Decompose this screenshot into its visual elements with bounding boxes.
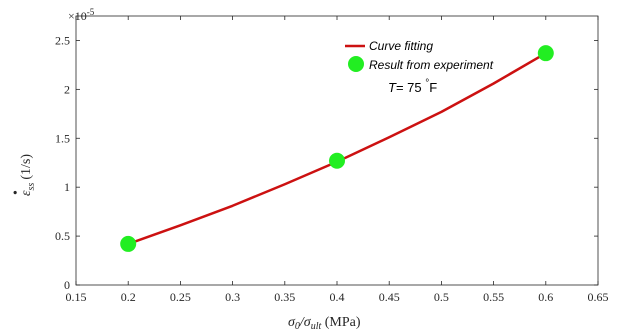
y-axis-title-epsilon: ε (19, 190, 34, 196)
y-tick-label: 0 (64, 278, 70, 292)
temperature-annotation: T= 75 °F (388, 78, 437, 95)
temperature-unit: F (429, 80, 437, 95)
x-tick-label: 0.5 (434, 290, 449, 304)
y-scale-base: ×10 (68, 9, 87, 23)
legend-label-curve-fitting: Curve fitting (369, 39, 433, 53)
y-tick-label: 1.5 (55, 131, 70, 145)
temperature-degree: ° (425, 78, 429, 89)
legend-marker-swatch (348, 56, 364, 72)
x-tick-label: 0.55 (483, 290, 504, 304)
y-axis-title-sub-ss: ss (26, 183, 37, 191)
series-layer (120, 45, 554, 252)
y-scale-exponent: ×10-5 (68, 7, 95, 23)
x-axis-title-sub-ult: ult (311, 321, 322, 331)
x-axis-title-unit: (MPa) (321, 315, 361, 330)
y-axis-title: εss (1/s) • (9, 154, 37, 196)
x-tick-label: 0.3 (225, 290, 240, 304)
x-axis-title-sigma: σ (288, 315, 296, 330)
x-axis-title-slash-sigma: /σ (299, 315, 312, 330)
legend: Curve fitting Result from experiment (345, 39, 494, 72)
plot-frame (75, 15, 599, 286)
y-axis-title-unit: (1/s) (19, 154, 34, 180)
x-tick-label: 0.6 (538, 290, 553, 304)
x-tick-label: 0.2 (121, 290, 136, 304)
x-tick-label: 0.65 (588, 290, 609, 304)
y-tick-label: 0.5 (55, 229, 70, 243)
x-tick-label: 0.25 (170, 290, 191, 304)
x-tick-label: 0.45 (379, 290, 400, 304)
svg-text:εss(1/s): εss (1/s) (19, 154, 37, 196)
experiment-point (537, 45, 554, 62)
x-tick-label: 0.15 (66, 290, 87, 304)
x-axis-title: σ0/σult (MPa) (288, 315, 361, 331)
temperature-symbol: T (388, 80, 397, 95)
legend-label-experiment: Result from experiment (369, 58, 494, 72)
y-scale-power: -5 (87, 7, 95, 17)
y-tick-label: 2 (64, 82, 70, 96)
y-tick-label: 2.5 (55, 33, 70, 47)
x-tick-label: 0.4 (330, 290, 345, 304)
experiment-point (120, 235, 137, 252)
x-axis-title-sub0: 0 (295, 321, 300, 331)
temperature-value: = 75 (396, 80, 425, 95)
experiment-point (329, 152, 345, 169)
y-axis-title-dot: • (9, 190, 24, 195)
axis-ticks: 0.15 0.2 0.25 0.3 0.35 0.4 0.45 0.5 0.55 0.6 0.65 0… (55, 16, 609, 304)
y-tick-label: 1 (64, 180, 70, 194)
plot-area (76, 16, 598, 285)
x-tick-label: 0.35 (274, 290, 295, 304)
